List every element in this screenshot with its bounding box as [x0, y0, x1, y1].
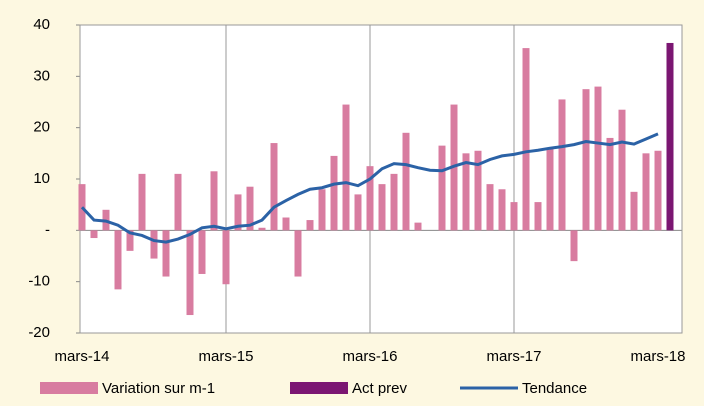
bar	[198, 230, 206, 274]
legend-label: Act prev	[352, 380, 408, 397]
y-tick-label: -10	[28, 273, 50, 290]
bar	[234, 194, 242, 231]
bar	[342, 104, 350, 231]
bar	[162, 230, 170, 277]
bar	[498, 189, 506, 231]
x-tick-label: mars-16	[342, 348, 397, 365]
bar	[270, 143, 278, 231]
bar	[570, 230, 578, 262]
bar	[282, 217, 290, 231]
y-tick-label: 40	[33, 16, 50, 33]
x-tick-label: mars-14	[54, 348, 109, 365]
bar	[114, 230, 122, 290]
bar	[294, 230, 302, 277]
legend-swatch	[290, 382, 348, 394]
y-tick-label: 20	[33, 119, 50, 136]
plot-frame	[79, 24, 683, 334]
bar	[630, 191, 638, 231]
bar	[594, 86, 602, 231]
bar	[210, 171, 218, 231]
bar	[330, 155, 338, 231]
bar	[486, 184, 494, 231]
bar	[582, 89, 590, 231]
bar	[618, 109, 626, 231]
legend-swatch	[40, 382, 98, 394]
y-tick-label: -20	[28, 324, 50, 341]
bar	[306, 220, 314, 231]
plot-area	[80, 25, 682, 333]
bar	[402, 132, 410, 231]
legend-label: Tendance	[522, 380, 587, 397]
bar	[606, 137, 614, 231]
bar	[546, 148, 554, 231]
bar	[366, 166, 374, 231]
bar	[378, 184, 386, 231]
bar	[150, 230, 158, 259]
bar	[642, 153, 650, 231]
bar	[438, 145, 446, 231]
bar	[474, 150, 482, 231]
bar	[258, 227, 266, 231]
y-tick-label: 10	[33, 170, 50, 187]
bar	[90, 230, 98, 239]
trend-line	[80, 132, 659, 244]
bar	[534, 202, 542, 231]
bar	[462, 153, 470, 231]
bar	[666, 42, 674, 231]
bar	[126, 230, 134, 251]
bar	[138, 173, 146, 231]
bar	[414, 222, 422, 231]
bar	[222, 230, 230, 285]
x-tick-label: mars-15	[198, 348, 253, 365]
y-tick-label: -	[45, 221, 50, 238]
x-tick-label: mars-18	[630, 348, 685, 365]
bar	[186, 230, 194, 316]
bar	[654, 150, 662, 231]
x-tick-label: mars-17	[486, 348, 541, 365]
bar	[558, 99, 566, 231]
bar	[354, 194, 362, 231]
bar	[390, 173, 398, 231]
bar	[510, 202, 518, 231]
bar	[318, 189, 326, 231]
legend-label: Variation sur m-1	[102, 380, 215, 397]
y-tick-label: 30	[33, 67, 50, 84]
bar	[522, 48, 530, 231]
bar	[174, 173, 182, 231]
bar	[246, 186, 254, 231]
